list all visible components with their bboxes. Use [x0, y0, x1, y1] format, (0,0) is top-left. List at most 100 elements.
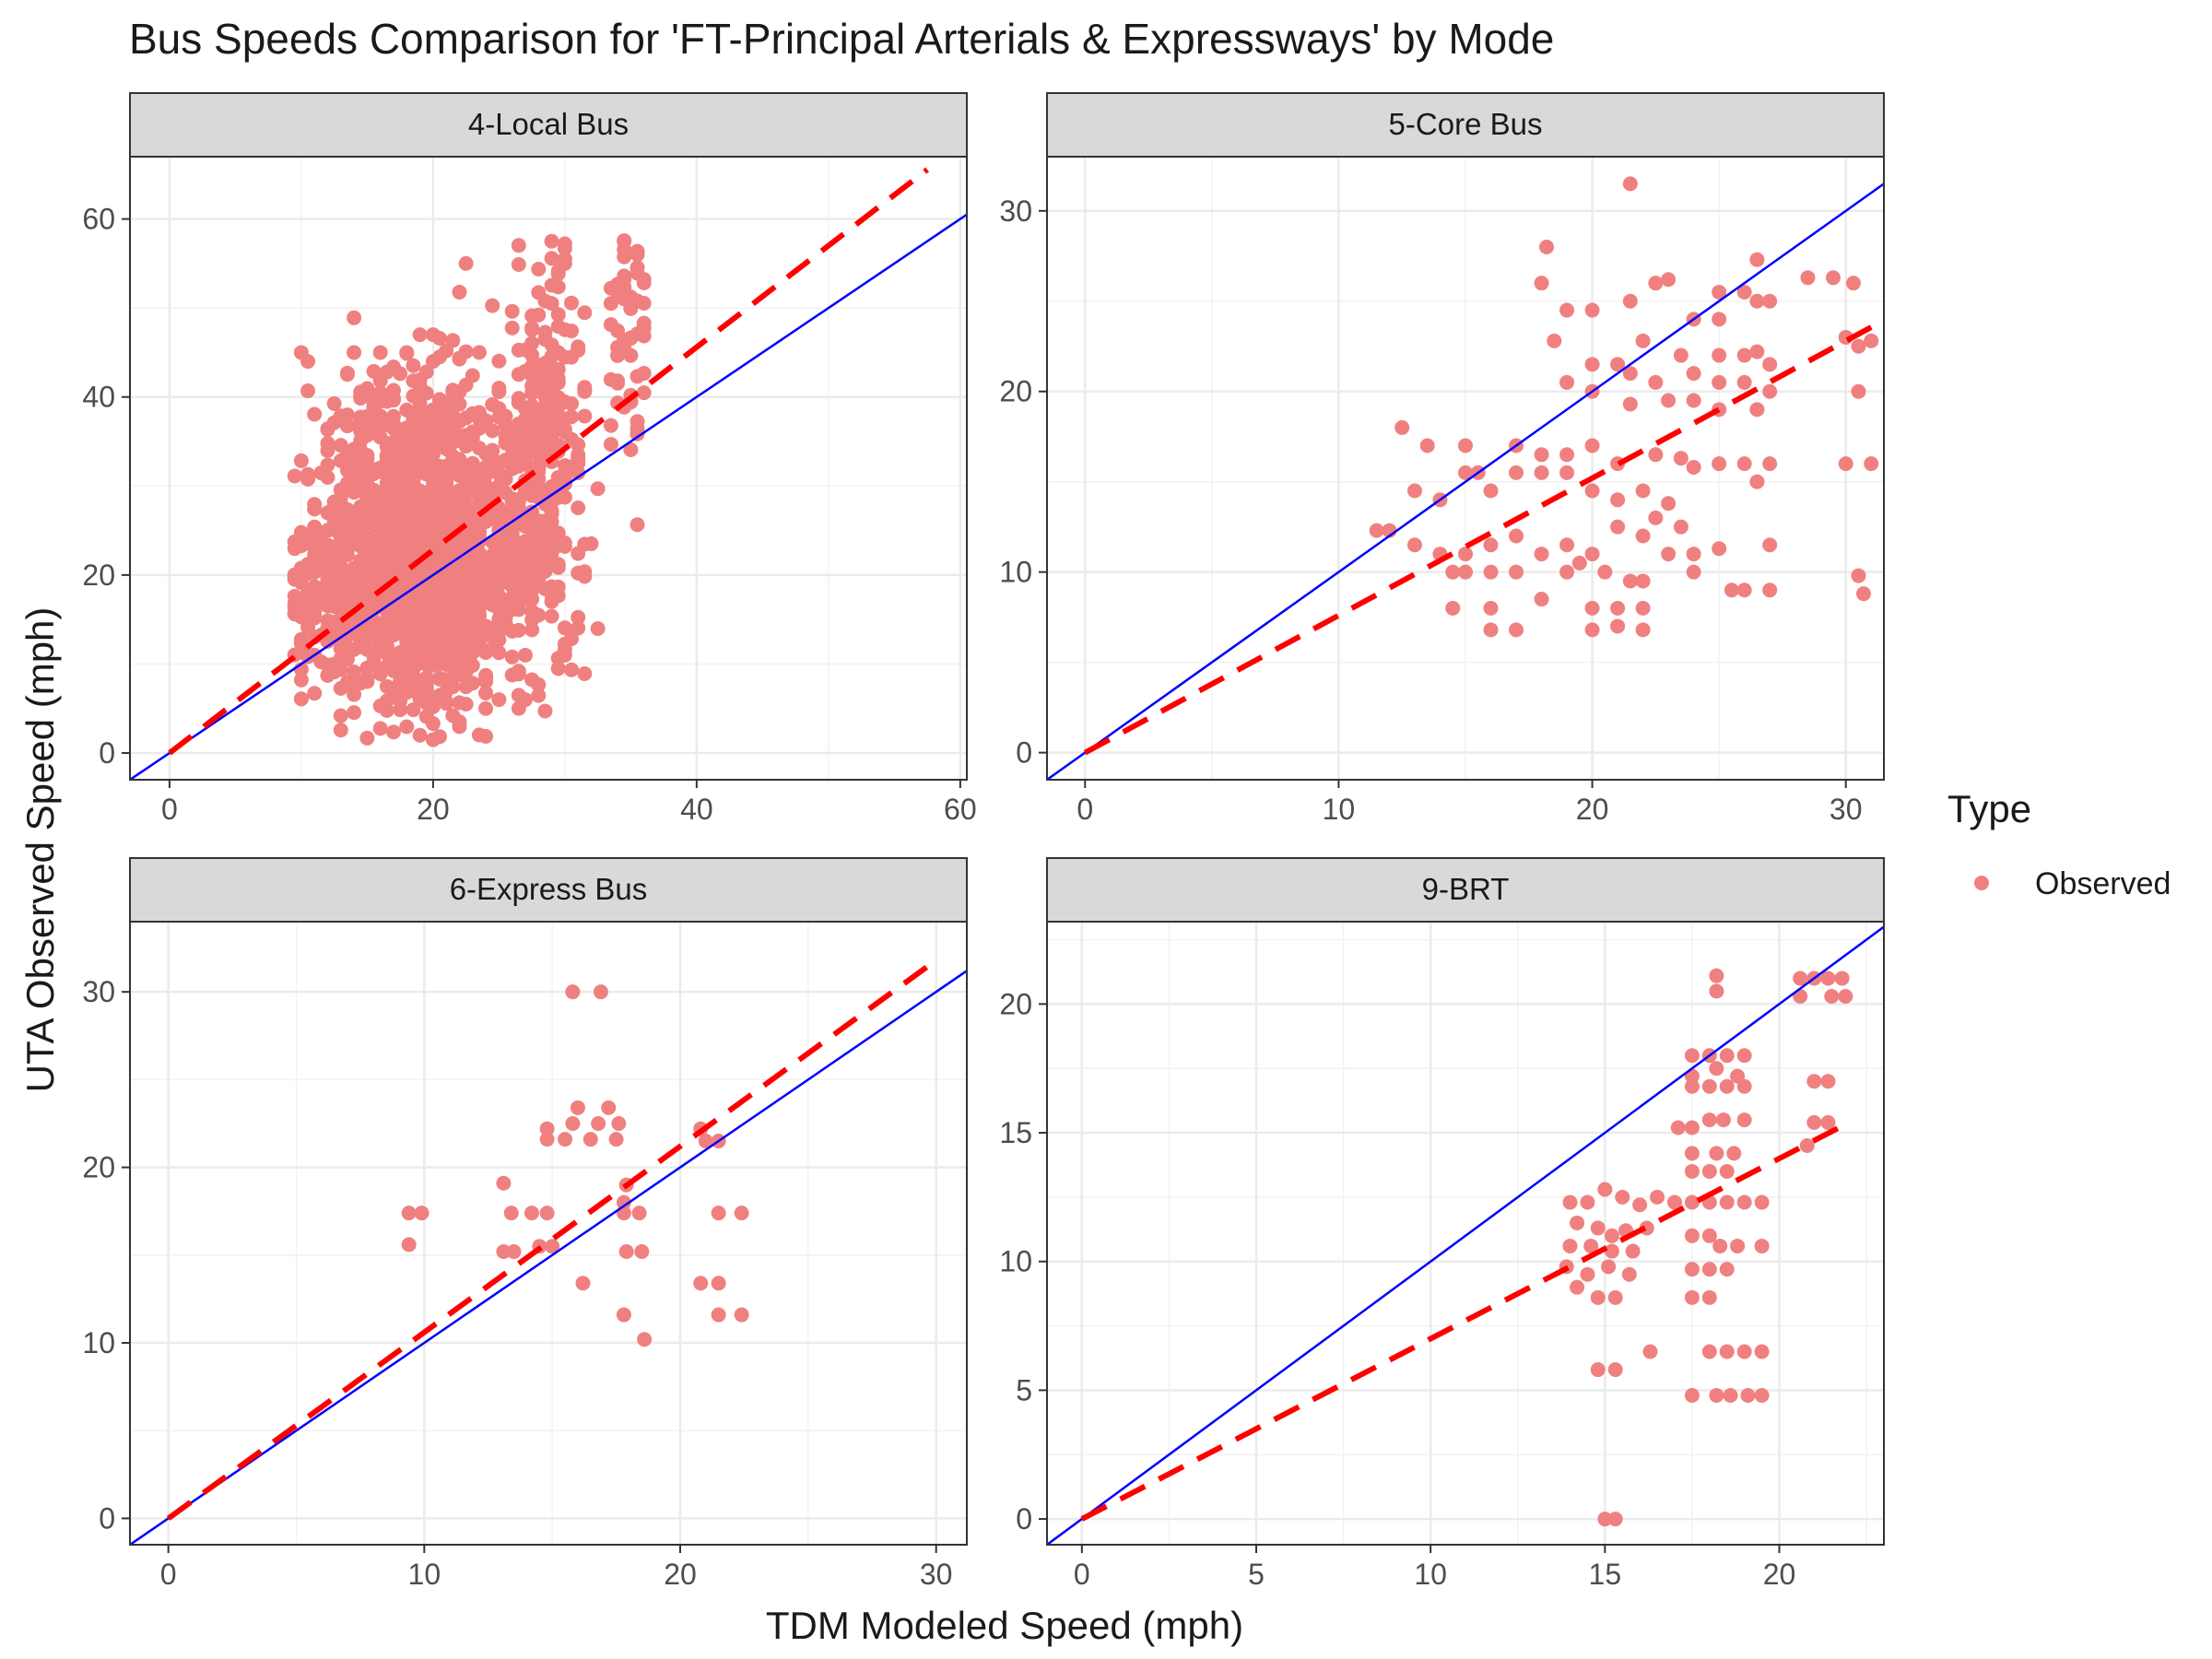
data-point — [1754, 1387, 1770, 1403]
data-point — [293, 453, 309, 468]
data-point — [631, 1206, 647, 1221]
data-point — [629, 247, 645, 263]
data-point — [623, 289, 639, 305]
data-point — [557, 241, 572, 256]
x-tick-label: 30 — [920, 1558, 953, 1591]
data-point — [524, 622, 540, 638]
data-point — [698, 1134, 713, 1149]
data-point — [570, 1100, 585, 1115]
data-point — [577, 382, 593, 397]
data-point — [1709, 1061, 1724, 1077]
data-point — [550, 307, 566, 323]
data-point — [491, 384, 507, 400]
data-point — [1580, 1266, 1595, 1282]
x-tick-label: 10 — [408, 1558, 441, 1591]
data-point — [1825, 270, 1841, 286]
data-point — [412, 691, 428, 707]
data-point — [1719, 1262, 1735, 1277]
data-point — [498, 471, 513, 487]
data-point — [287, 571, 302, 587]
data-point — [577, 564, 593, 580]
data-point — [339, 367, 355, 382]
panel-strip-label: 5-Core Bus — [1389, 107, 1543, 141]
data-point — [1539, 239, 1555, 254]
panel-3: 9-BRT 0 5 10 15 20 0 5 10 15 20 — [999, 857, 1885, 1591]
data-point — [1670, 1120, 1686, 1135]
data-point — [1622, 176, 1638, 192]
data-point — [1749, 344, 1765, 359]
data-point — [623, 300, 639, 316]
chart-title: Bus Speeds Comparison for 'FT-Principal … — [129, 15, 1554, 63]
fit-line — [166, 958, 938, 1521]
data-point — [1724, 582, 1739, 598]
data-point — [517, 363, 533, 379]
y-tick-label: 10 — [82, 1326, 115, 1359]
data-point — [445, 623, 461, 639]
data-point — [1610, 519, 1626, 535]
data-point — [1673, 451, 1688, 466]
data-point — [372, 721, 388, 736]
data-point — [359, 493, 375, 509]
data-point — [353, 413, 369, 429]
data-point — [1719, 1163, 1735, 1179]
data-point — [1806, 1074, 1822, 1089]
data-point — [458, 255, 474, 271]
data-point — [1590, 1362, 1606, 1378]
data-point — [347, 535, 362, 551]
data-point — [425, 327, 441, 343]
data-point — [524, 572, 540, 588]
data-point — [550, 661, 566, 677]
data-point — [293, 672, 309, 688]
data-point — [372, 512, 388, 528]
data-point — [401, 1206, 417, 1221]
data-point — [1534, 547, 1549, 562]
data-point — [385, 382, 401, 398]
data-point — [583, 535, 599, 551]
data-point — [359, 510, 375, 525]
x-tick-label: 5 — [1248, 1558, 1265, 1591]
data-point — [425, 410, 441, 426]
data-point — [616, 1206, 631, 1221]
data-point — [1509, 564, 1524, 580]
data-point — [557, 424, 572, 440]
data-point — [1712, 374, 1727, 390]
data-point — [372, 345, 388, 360]
data-point — [524, 378, 540, 394]
data-point — [307, 406, 323, 422]
data-point — [406, 535, 421, 551]
data-point — [531, 262, 547, 277]
x-tick-label: 20 — [1576, 793, 1609, 826]
data-point — [359, 730, 375, 746]
data-point — [1650, 1189, 1665, 1205]
data-point — [1684, 1289, 1700, 1305]
data-point — [1686, 393, 1701, 408]
data-point — [399, 425, 415, 441]
x-axis-label: TDM Modeled Speed (mph) — [766, 1604, 1243, 1647]
data-point — [333, 708, 348, 724]
data-point — [425, 354, 441, 370]
x-tick-label: 20 — [417, 793, 450, 826]
data-point — [1604, 1228, 1619, 1243]
data-point — [452, 432, 467, 448]
x-tick-label: 0 — [160, 1558, 177, 1591]
data-point — [1607, 1512, 1623, 1527]
data-point — [1749, 402, 1765, 418]
data-point — [339, 675, 355, 690]
data-point — [1684, 1163, 1700, 1179]
data-point — [379, 479, 394, 495]
data-point — [601, 1100, 617, 1115]
data-point — [1597, 564, 1613, 580]
data-point — [544, 233, 559, 249]
data-point — [320, 571, 335, 586]
data-point — [1483, 600, 1499, 616]
identity-line — [130, 213, 967, 780]
y-tick-label: 0 — [1016, 1502, 1032, 1535]
data-point — [1648, 510, 1664, 525]
data-point — [418, 444, 434, 460]
data-point — [524, 402, 540, 418]
data-point — [591, 1115, 606, 1131]
data-point — [544, 359, 559, 375]
data-point — [485, 459, 500, 475]
data-point — [511, 664, 526, 679]
data-point — [1610, 618, 1626, 634]
